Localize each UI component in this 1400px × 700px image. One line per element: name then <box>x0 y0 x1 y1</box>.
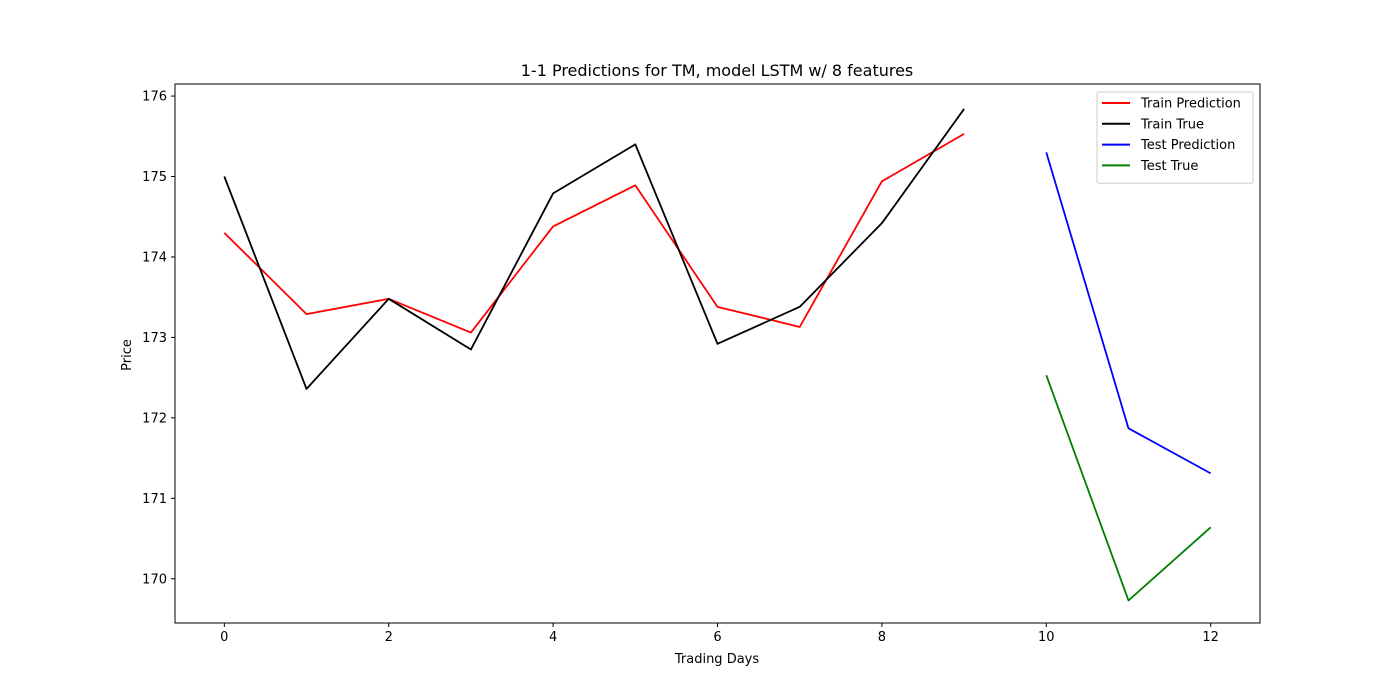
series-layer <box>223 108 1212 602</box>
legend-label-0: Train Prediction <box>1140 97 1241 112</box>
x-tick-label: 8 <box>878 630 886 645</box>
x-tick-label: 0 <box>220 630 228 645</box>
y-axis-label: Price <box>120 339 135 371</box>
x-tick-label: 2 <box>385 630 393 645</box>
legend-box <box>1096 91 1254 184</box>
y-tick-label: 170 <box>142 572 167 587</box>
y-tick-label: 174 <box>142 250 167 265</box>
legend: Train Prediction Train True Test Predictio… <box>1096 91 1254 184</box>
x-axis: 0 2 4 6 8 10 12 <box>220 623 1219 645</box>
series-line-0 <box>223 133 965 334</box>
x-tick-label: 4 <box>549 630 557 645</box>
y-tick-label: 175 <box>142 170 167 185</box>
x-tick-label: 6 <box>713 630 721 645</box>
legend-label-3: Test True <box>1140 159 1198 174</box>
y-tick-label: 172 <box>142 411 167 426</box>
legend-label-2: Test Prediction <box>1140 138 1235 153</box>
x-axis-label: Trading Days <box>674 652 759 667</box>
y-axis: 170 171 172 173 174 175 176 <box>142 90 175 587</box>
y-tick-label: 173 <box>142 331 167 346</box>
x-tick-label: 10 <box>1038 630 1055 645</box>
y-tick-label: 171 <box>142 492 167 507</box>
chart-title: 1-1 Predictions for TM, model LSTM w/ 8 … <box>521 61 914 80</box>
series-line-2 <box>1045 152 1212 475</box>
series-line-3 <box>1045 374 1212 602</box>
legend-label-1: Train True <box>1140 117 1204 132</box>
x-tick-label: 12 <box>1202 630 1219 645</box>
series-line-1 <box>223 108 965 390</box>
y-tick-label: 176 <box>142 90 167 105</box>
